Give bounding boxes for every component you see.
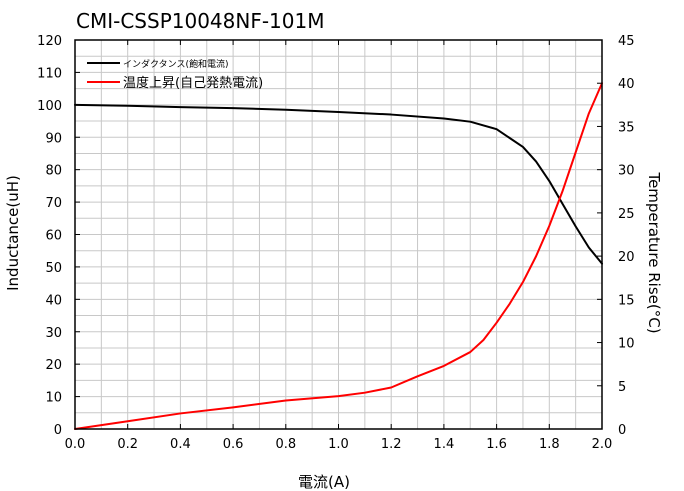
y-right-tick-label: 0	[618, 423, 626, 438]
legend-entry-temperature-rise-label: 温度上昇(自己発熱電流)	[123, 75, 263, 91]
y-left-tick-label: 100	[37, 99, 62, 114]
y-left-tick-label: 30	[45, 326, 62, 341]
y-right-tick-label: 35	[618, 120, 635, 135]
y-right-tick-label: 30	[618, 164, 635, 179]
inductance-series-line	[74, 103, 603, 265]
x-tick-label: 0.8	[275, 437, 296, 452]
y-left-tick-label: 120	[37, 34, 62, 49]
chart-title: CMI-CSSP10048NF-101M	[76, 9, 325, 33]
y-left-tick-label: 10	[45, 391, 62, 406]
x-tick-label: 0.0	[65, 437, 86, 452]
y-left-tick-label: 60	[45, 229, 62, 244]
y-left-tick-label: 40	[45, 293, 62, 308]
axis-ticks: 0.0 0.2 0.4 0.6 0.8 1.0 1.2 1.4 1.6 1.8 2.0 0 10 20 30…	[37, 34, 634, 452]
y-left-tick-label: 20	[45, 358, 62, 373]
x-tick-label: 1.4	[434, 437, 455, 452]
y-left-tick-label: 0	[54, 423, 62, 438]
y-left-tick-label: 80	[45, 164, 62, 179]
series-lines	[74, 82, 603, 430]
y-right-tick-label: 40	[618, 77, 635, 92]
x-tick-label: 0.2	[117, 437, 138, 452]
x-tick-label: 0.6	[223, 437, 244, 452]
x-tick-label: 1.8	[539, 437, 560, 452]
y-left-tick-label: 70	[45, 196, 62, 211]
legend: インダクタンス(飽和電流) 温度上昇(自己発熱電流)	[87, 58, 263, 91]
y-axis-right-label: Temperature Rise(°C)	[645, 171, 663, 333]
y-right-tick-label: 10	[618, 337, 635, 352]
x-tick-label: 1.6	[486, 437, 507, 452]
x-tick-label: 1.2	[381, 437, 402, 452]
y-right-tick-label: 20	[618, 250, 635, 265]
y-axis-left-label: Inductance(uH)	[4, 175, 22, 291]
y-left-tick-label: 110	[37, 66, 62, 81]
legend-entry-inductance-label: インダクタンス(飽和電流)	[123, 58, 228, 70]
y-right-tick-label: 45	[618, 34, 635, 49]
y-left-tick-label: 50	[45, 261, 62, 276]
temperature-rise-series-line	[74, 82, 603, 430]
x-tick-label: 0.4	[170, 437, 191, 452]
x-tick-label: 2.0	[592, 437, 613, 452]
y-right-tick-label: 5	[618, 380, 626, 395]
grid	[75, 40, 602, 429]
x-axis-label: 電流(A)	[298, 473, 350, 491]
x-tick-label: 1.0	[328, 437, 349, 452]
y-left-tick-label: 90	[45, 131, 62, 146]
y-right-tick-label: 15	[618, 293, 635, 308]
y-right-tick-label: 25	[618, 207, 635, 222]
